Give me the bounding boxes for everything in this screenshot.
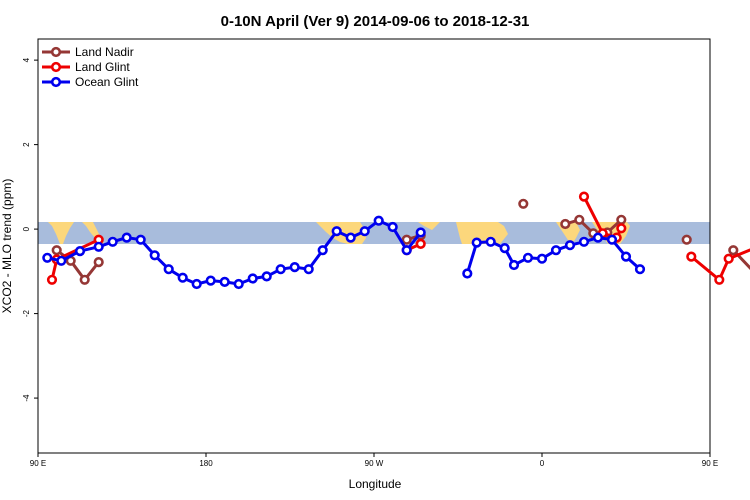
- data-point-ocean-glint: [74, 246, 86, 257]
- data-point-land-nadir: [616, 214, 627, 225]
- legend-swatch-marker: [50, 61, 62, 73]
- data-point-ocean-glint: [275, 264, 286, 275]
- data-point-ocean-glint: [93, 241, 104, 252]
- ocean-band: [38, 222, 710, 244]
- data-point-ocean-glint: [634, 264, 646, 275]
- y-tick-label: 0: [22, 226, 31, 231]
- data-point-land-nadir: [518, 198, 529, 209]
- data-point-ocean-glint: [620, 251, 632, 262]
- data-point-ocean-glint: [606, 234, 618, 245]
- data-point-ocean-glint: [345, 232, 356, 243]
- series-line-land-nadir: [732, 249, 750, 271]
- data-point-ocean-glint: [331, 226, 342, 237]
- legend-label: Ocean Glint: [75, 75, 139, 89]
- data-point-land-glint: [686, 251, 697, 262]
- data-point-ocean-glint: [415, 227, 426, 238]
- land-shape-africa: [418, 222, 508, 244]
- legend-swatch-marker: [50, 46, 62, 58]
- data-point-land-glint: [578, 191, 590, 202]
- data-point-ocean-glint: [219, 276, 230, 288]
- data-point-ocean-glint: [536, 253, 548, 264]
- data-point-ocean-glint: [522, 252, 534, 263]
- data-point-land-nadir: [574, 214, 585, 225]
- data-point-land-nadir: [681, 234, 692, 245]
- data-point-ocean-glint: [107, 236, 118, 247]
- chart-title: 0-10N April (Ver 9) 2014-09-06 to 2018-1…: [221, 13, 530, 30]
- data-point-ocean-glint: [462, 268, 473, 279]
- data-point-ocean-glint: [471, 237, 482, 248]
- series-layer: [42, 191, 750, 290]
- legend-label: Land Nadir: [75, 45, 134, 59]
- x-tick-label: 90 E: [30, 459, 46, 468]
- data-point-ocean-glint: [499, 243, 510, 254]
- series-line-land-glint: [690, 248, 750, 282]
- plot-frame: [37, 38, 711, 454]
- y-tick-label: -2: [22, 309, 31, 317]
- data-point-ocean-glint: [317, 245, 328, 256]
- data-point-ocean-glint: [373, 215, 384, 226]
- y-tick-label: 4: [22, 57, 31, 62]
- data-point-ocean-glint: [149, 250, 160, 261]
- data-point-ocean-glint: [401, 245, 412, 256]
- x-tick-label: 0: [540, 459, 545, 468]
- legend-item-land-glint: Land Glint: [42, 60, 130, 74]
- series-ocean-glint: [42, 215, 646, 290]
- y-tick-label: 2: [22, 142, 31, 147]
- y-axis: -4 -2 0 2 4: [22, 57, 38, 402]
- data-point-ocean-glint: [135, 234, 146, 245]
- data-point-ocean-glint: [56, 255, 67, 266]
- data-point-land-nadir: [93, 257, 104, 268]
- data-point-land-nadir: [51, 245, 62, 256]
- y-tick-label: -4: [22, 394, 31, 402]
- legend-swatch-marker: [50, 76, 62, 88]
- data-point-ocean-glint: [359, 226, 370, 237]
- data-point-ocean-glint: [508, 259, 520, 271]
- data-point-land-nadir: [401, 234, 412, 245]
- x-tick-label: 90 E: [702, 459, 718, 468]
- x-axis: 90 E 180 90 W 0 90 E: [30, 453, 718, 468]
- data-point-ocean-glint: [289, 262, 300, 273]
- data-point-land-nadir: [560, 218, 571, 230]
- legend-item-land-nadir: Land Nadir: [42, 45, 134, 59]
- data-point-land-glint: [415, 238, 426, 249]
- data-point-ocean-glint: [550, 245, 562, 256]
- legend-label: Land Glint: [75, 60, 130, 74]
- y-axis-label: XCO2 - MLO trend (ppm): [0, 179, 14, 314]
- data-point-ocean-glint: [177, 272, 188, 283]
- data-point-ocean-glint: [578, 236, 590, 247]
- data-point-land-nadir: [79, 274, 90, 285]
- data-point-land-glint: [46, 274, 58, 285]
- data-point-ocean-glint: [592, 232, 604, 243]
- data-point-ocean-glint: [485, 236, 496, 247]
- x-tick-label: 180: [199, 459, 213, 468]
- data-point-ocean-glint: [261, 271, 272, 282]
- data-point-ocean-glint: [387, 221, 398, 233]
- data-point-ocean-glint: [303, 264, 314, 275]
- data-point-land-glint: [723, 253, 734, 264]
- data-point-ocean-glint: [564, 240, 576, 251]
- data-point-ocean-glint: [205, 275, 216, 286]
- data-point-ocean-glint: [247, 273, 258, 284]
- x-axis-label: Longitude: [349, 477, 402, 491]
- legend-item-ocean-glint: Ocean Glint: [42, 75, 139, 89]
- x-tick-label: 90 W: [365, 459, 384, 468]
- data-point-land-nadir: [728, 245, 739, 256]
- data-point-ocean-glint: [121, 232, 132, 243]
- data-point-land-glint: [714, 274, 725, 285]
- land-shape-west-pacific: [48, 222, 104, 244]
- data-point-ocean-glint: [163, 264, 174, 275]
- data-point-ocean-glint: [233, 278, 244, 290]
- data-point-ocean-glint: [191, 278, 202, 290]
- data-point-ocean-glint: [42, 252, 53, 263]
- data-point-land-glint: [616, 223, 627, 234]
